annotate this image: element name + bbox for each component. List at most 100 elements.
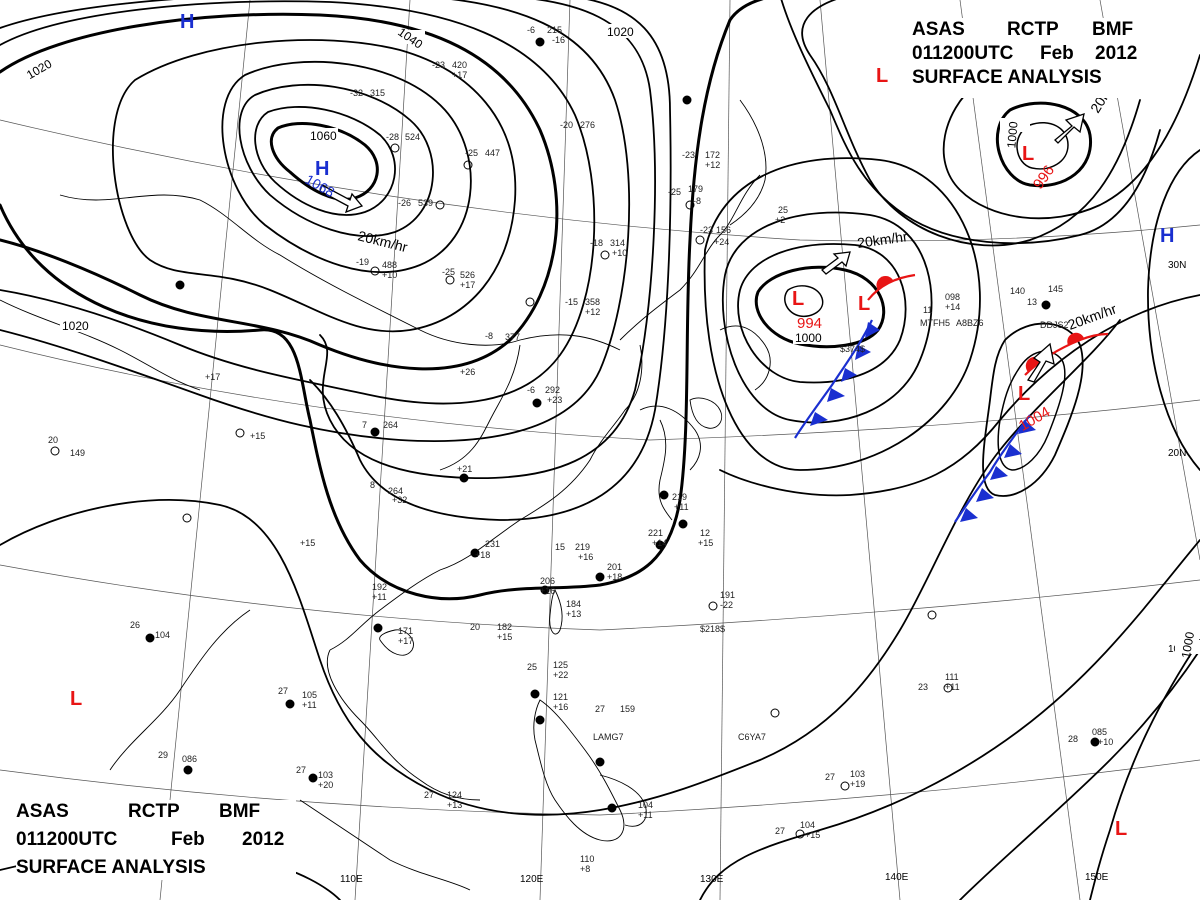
svg-text:-20: -20: [560, 120, 573, 130]
svg-text:085: 085: [1092, 727, 1107, 737]
svg-text:-15: -15: [565, 297, 578, 307]
svg-text:25: 25: [778, 205, 788, 215]
isobar-1028: [319, 0, 656, 479]
header-top: ASAS RCTP BMF 011200UTC Feb 2012 SURFACE…: [912, 18, 1142, 98]
svg-text:+13: +13: [566, 609, 581, 619]
svg-text:539: 539: [418, 198, 433, 208]
svg-text:104: 104: [800, 820, 815, 830]
svg-text:140: 140: [1010, 286, 1025, 296]
isobar-label-1020-w: 1020: [62, 319, 89, 333]
svg-text:+15: +15: [497, 632, 512, 642]
isobar-label-1000-east: 1000: [1179, 630, 1197, 659]
svg-text:+16: +16: [553, 702, 568, 712]
svg-text:125: 125: [553, 660, 568, 670]
cold-front-east: [954, 414, 1036, 523]
svg-text:-23: -23: [700, 225, 713, 235]
isobar-north-1004: [942, 54, 1200, 220]
svg-text:-19: -19: [356, 257, 369, 267]
svg-text:+26: +26: [460, 367, 475, 377]
svg-text:11: 11: [923, 305, 932, 315]
svg-text:-8: -8: [485, 331, 493, 341]
svg-text:+17: +17: [452, 70, 467, 80]
high-center-east: H: [1160, 225, 1174, 247]
svg-text:+10: +10: [382, 270, 397, 280]
isobar-low-1012: [703, 157, 981, 471]
svg-text:-16: -16: [552, 35, 565, 45]
svg-text:+10: +10: [1098, 737, 1113, 747]
ship-labels: $374$ $218$ MTFH5 A8BZ6 DDJS2 LAMG7 C6YA…: [593, 318, 1069, 742]
svg-text:7: 7: [362, 420, 367, 430]
month: Feb: [1040, 43, 1074, 64]
svg-text:-18: -18: [590, 238, 603, 248]
svg-text:+10: +10: [612, 248, 627, 258]
high-center-main: H: [315, 158, 329, 180]
svg-text:8: 8: [370, 480, 375, 490]
svg-text:231: 231: [485, 539, 500, 549]
station-code: RCTP: [1007, 19, 1059, 40]
svg-text:159: 159: [620, 704, 635, 714]
isobar-low-994-inner: [784, 285, 824, 318]
svg-text:105: 105: [302, 690, 317, 700]
svg-text:+11: +11: [674, 502, 689, 512]
svg-text:192: 192: [372, 582, 387, 592]
svg-text:+15: +15: [250, 431, 265, 441]
svg-text:-6: -6: [527, 25, 535, 35]
isobar-1040: [0, 12, 559, 371]
isobar-1020: [0, 0, 764, 601]
svg-text:-25: -25: [442, 267, 455, 277]
svg-text:+15: +15: [300, 538, 315, 548]
lat-label-20n: 20N: [1168, 448, 1186, 459]
svg-text:219: 219: [575, 542, 590, 552]
isobar-1032: [0, 0, 631, 442]
svg-text:264: 264: [383, 420, 398, 430]
svg-text:+18: +18: [475, 550, 490, 560]
header-bottom: ASAS RCTP BMF 011200UTC Feb 2012 SURFACE…: [16, 800, 296, 880]
svg-text:+11: +11: [372, 592, 387, 602]
svg-text:111: 111: [945, 672, 959, 682]
low-center-994: L: [792, 288, 804, 310]
svg-text:447: 447: [485, 148, 500, 158]
svg-text:+11: +11: [302, 700, 317, 710]
svg-text:-26: -26: [398, 198, 411, 208]
svg-text:+12: +12: [705, 160, 720, 170]
arrow-low-994: [821, 251, 851, 275]
svg-text:-32: -32: [350, 88, 363, 98]
svg-text:+13: +13: [447, 800, 462, 810]
motion-label-low-994: 20km/hr: [856, 228, 909, 251]
svg-text:145: 145: [1048, 284, 1063, 294]
low-center-1004: L: [1018, 383, 1030, 405]
svg-text:27: 27: [595, 704, 605, 714]
svg-text:+19: +19: [850, 779, 865, 789]
isobar-1012b: [699, 539, 1200, 900]
svg-text:-23: -23: [682, 150, 695, 160]
chart-title: SURFACE ANALYSIS: [912, 67, 1102, 88]
svg-text:184: 184: [566, 599, 581, 609]
low-center-secondary: L: [858, 293, 870, 315]
svg-text:+17: +17: [460, 280, 475, 290]
svg-text:103: 103: [850, 769, 865, 779]
station-plots: [50, 37, 1100, 839]
isobar-1056: [254, 106, 396, 216]
svg-text:171: 171: [398, 626, 413, 636]
svg-text:264: 264: [388, 486, 403, 496]
lon-label-110e: 110E: [340, 874, 363, 885]
isobar-1048: [221, 61, 472, 273]
svg-text:-28: -28: [386, 132, 399, 142]
station-values: -28 524 -25 447 -26 539 -19 488 +10 -25 …: [48, 25, 1113, 874]
ship-label: LAMG7: [593, 732, 624, 742]
low-center-996: L: [1022, 143, 1034, 165]
svg-text:+8: +8: [580, 864, 590, 874]
svg-text:104: 104: [155, 630, 170, 640]
svg-text:23: 23: [918, 682, 928, 692]
svg-text:28: 28: [1068, 734, 1078, 744]
svg-text:098: 098: [945, 292, 960, 302]
svg-text:086: 086: [182, 754, 197, 764]
svg-text:488: 488: [382, 260, 397, 270]
svg-text:206: 206: [540, 576, 555, 586]
chart-title: SURFACE ANALYSIS: [16, 857, 206, 878]
ship-label: C6YA7: [738, 732, 766, 742]
svg-text:+17: +17: [205, 372, 220, 382]
isobar-low-1008: [721, 211, 933, 424]
